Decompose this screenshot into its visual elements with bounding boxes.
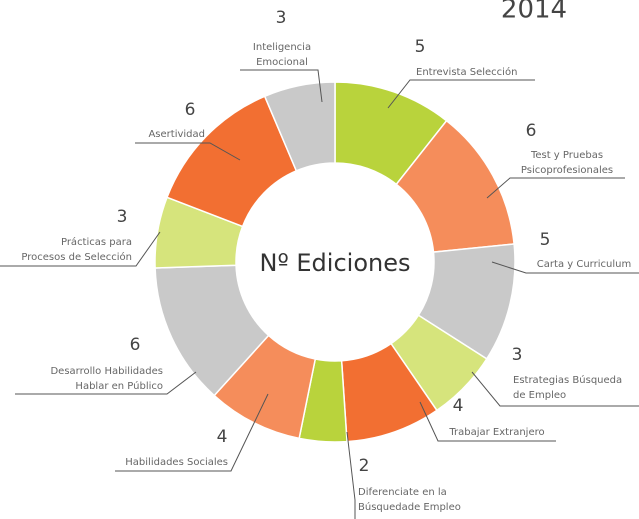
value-label: 3 <box>512 345 523 365</box>
value-label: 6 <box>185 100 196 120</box>
leader-line <box>346 431 356 519</box>
segment-label: Procesos de Selección <box>21 251 132 263</box>
value-label: 2 <box>359 456 370 476</box>
segment-label: Diferenciate en la <box>358 487 447 498</box>
segment-label: Hablar en Público <box>75 380 163 392</box>
center-label: Nº Ediciones <box>260 249 411 277</box>
leader-line <box>486 177 625 199</box>
leader-line <box>0 231 161 267</box>
segment-label: Trabajar Extranjero <box>448 427 544 438</box>
segment-label: Habilidades Sociales <box>125 457 228 468</box>
value-label: 4 <box>217 427 228 447</box>
leader-line <box>15 371 197 395</box>
leader-line <box>471 371 639 407</box>
segment-label: Desarrollo Habilidades <box>50 366 163 377</box>
segment-label: Asertividad <box>148 129 205 140</box>
leader-line <box>419 401 556 442</box>
segment-label: Carta y Curriculum <box>537 259 631 270</box>
value-label: 5 <box>540 230 551 250</box>
segment-label: Estrategias Búsqueda <box>513 374 622 386</box>
value-label: 4 <box>453 396 464 416</box>
segment-label: Búsquedade Empleo <box>358 501 461 513</box>
segment-label: Test y Pruebas <box>530 150 603 161</box>
leader-line <box>491 261 639 274</box>
leader-line <box>387 79 535 109</box>
leader-line <box>135 142 241 161</box>
segment-label: Prácticas para <box>61 236 132 248</box>
segment-label: de Empleo <box>513 390 566 401</box>
segment-label: Psicoprofesionales <box>521 165 613 176</box>
donut-segment <box>263 81 336 172</box>
value-label: 6 <box>130 335 141 355</box>
segment-label: Inteligencia <box>253 42 311 53</box>
value-label: 3 <box>276 8 287 28</box>
leader-line <box>240 69 323 103</box>
value-label: 6 <box>526 121 537 141</box>
value-label: 3 <box>117 207 128 227</box>
segment-label: Emocional <box>256 57 308 68</box>
chart-title: 2014 <box>501 0 567 25</box>
segment-label: Entrevista Selección <box>416 66 517 78</box>
value-label: 5 <box>415 37 426 57</box>
leader-line <box>115 393 269 472</box>
